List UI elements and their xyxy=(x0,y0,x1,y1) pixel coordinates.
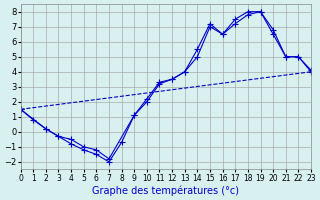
X-axis label: Graphe des températures (°c): Graphe des températures (°c) xyxy=(92,185,239,196)
